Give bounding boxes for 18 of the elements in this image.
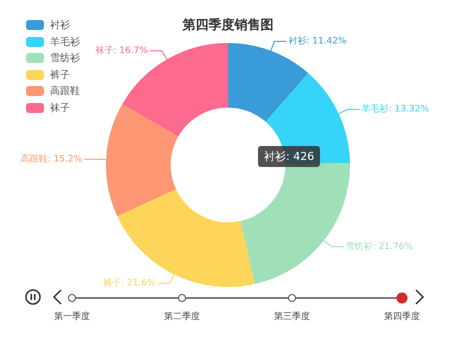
text: 衬衫: 426 (258, 146, 320, 167)
legend-label: 衬衫 (50, 18, 70, 32)
text: 第二季度 (163, 310, 201, 323)
data-label: 雪纺衫: 21.76% (346, 241, 414, 252)
text: 第四季度 (383, 310, 421, 323)
legend-label: 袜子 (50, 102, 70, 114)
text: 第三季度 (273, 310, 311, 323)
data-label: 衬衫: 11.42% (288, 36, 348, 47)
text: 第一季度 (53, 310, 91, 323)
data-label: 袜子: 16.7% (95, 45, 148, 56)
legend-label: 高跟鞋 (50, 84, 80, 98)
data-label: 高跟鞋: 15.2% (20, 154, 83, 165)
legend-label: 羊毛衫 (50, 36, 80, 48)
chart-title: 第四季度销售图 (182, 18, 274, 33)
legend-label: 裤子 (50, 68, 70, 82)
legend-label: 雪纺衫 (50, 52, 80, 65)
data-label: 裤子: 21.6% (103, 278, 156, 289)
data-label: 羊毛衫: 13.32% (362, 104, 430, 115)
